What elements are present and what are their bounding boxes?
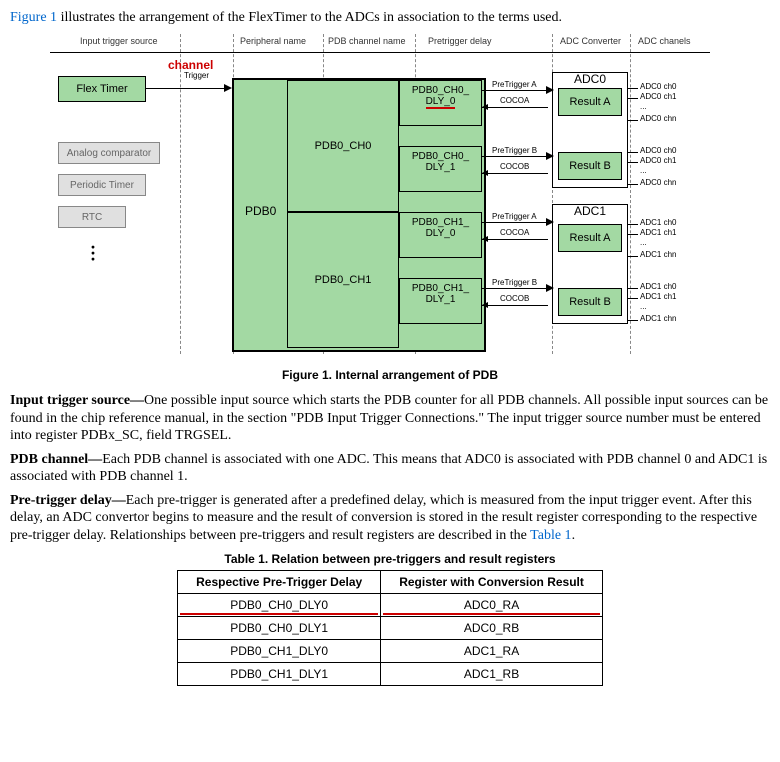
cell-r2c1: PDB0_CH0_DLY1 xyxy=(178,617,381,640)
pdb0-ch1-box: PDB0_CH1 xyxy=(287,212,399,348)
p2-text: Each PDB channel is associated with one … xyxy=(10,452,767,485)
dly-1-1-box: PDB0_CH1_ DLY_1 xyxy=(399,278,482,324)
dly01a: PDB0_CH0_ xyxy=(412,151,469,162)
intro-paragraph: Figure 1 illustrates the arrangement of … xyxy=(10,10,770,26)
cell-r3c1: PDB0_CH1_DLY0 xyxy=(178,640,381,663)
adc0-rb: Result B xyxy=(558,152,622,180)
p3-text-b: . xyxy=(572,528,576,543)
figure-link[interactable]: Figure 1 xyxy=(10,10,57,25)
flex-timer-box: Flex Timer xyxy=(58,76,146,102)
ptb-1: PreTrigger B xyxy=(492,278,537,287)
adc0-dots-a: ... xyxy=(640,102,647,111)
cocob-0: COCOB xyxy=(500,162,529,171)
cell-r3c2: ADC1_RA xyxy=(381,640,603,663)
table-row: PDB0_CH1_DLY1 ADC1_RB xyxy=(178,663,603,686)
adc1-chn-a: ADC1 chn xyxy=(640,250,676,259)
adc1-dots-a: ... xyxy=(640,238,647,247)
adc0-ch0-a: ADC0 ch0 xyxy=(640,82,676,91)
adc1-label: ADC1 xyxy=(574,204,606,218)
table-row: PDB0_CH0_DLY1 ADC0_RB xyxy=(178,617,603,640)
adc1-ra: Result A xyxy=(558,224,622,252)
pta-1: PreTrigger A xyxy=(492,212,537,221)
dly11b: DLY_1 xyxy=(426,294,456,305)
relation-table: Respective Pre-Trigger Delay Register wi… xyxy=(177,570,603,686)
adc0-ch1-a: ADC0 ch1 xyxy=(640,92,676,101)
paragraph-pretrigger: Pre-trigger delay—Each pre-trigger is ge… xyxy=(10,492,770,545)
paragraph-pdb-channel: PDB channel—Each PDB channel is associat… xyxy=(10,451,770,486)
intro-text: illustrates the arrangement of the FlexT… xyxy=(57,10,562,25)
hdr-pdb-channel: PDB channel name xyxy=(328,36,406,46)
table-1-caption: Table 1. Relation between pre-triggers a… xyxy=(10,552,770,566)
cell-r4c1: PDB0_CH1_DLY1 xyxy=(178,663,381,686)
th-register: Register with Conversion Result xyxy=(381,571,603,594)
dly01b: DLY_1 xyxy=(426,162,456,173)
hdr-adc-channels: ADC chanels xyxy=(638,36,691,46)
p1-bold: Input trigger source— xyxy=(10,393,144,408)
adc1-ch1-a: ADC1 ch1 xyxy=(640,228,676,237)
dly00a: PDB0_CH0_ xyxy=(412,85,469,96)
ptb-0: PreTrigger B xyxy=(492,146,537,155)
dly00b: DLY_0 xyxy=(426,96,456,109)
pta-0: PreTrigger A xyxy=(492,80,537,89)
dly-0-1-box: PDB0_CH0_ DLY_1 xyxy=(399,146,482,192)
dly-0-0-box: PDB0_CH0_ DLY_0 xyxy=(399,80,482,126)
periodic-timer-box: Periodic Timer xyxy=(58,174,146,196)
cocoa-0: COCOA xyxy=(500,96,529,105)
cell-r4c2: ADC1_RB xyxy=(381,663,603,686)
pdb0-label: PDB0 xyxy=(245,204,276,218)
hdr-peripheral: Peripheral name xyxy=(240,36,306,46)
table-header-row: Respective Pre-Trigger Delay Register wi… xyxy=(178,571,603,594)
table-row: PDB0_CH0_DLY0 ADC0_RA xyxy=(178,594,603,617)
adc1-rb: Result B xyxy=(558,288,622,316)
table-row: PDB0_CH1_DLY0 ADC1_RA xyxy=(178,640,603,663)
channel-label: channel xyxy=(168,58,213,72)
cell-r2c2: ADC0_RB xyxy=(381,617,603,640)
figure-1-caption: Figure 1. Internal arrangement of PDB xyxy=(10,368,770,382)
adc1-ch0-b: ADC1 ch0 xyxy=(640,282,676,291)
adc0-ra: Result A xyxy=(558,88,622,116)
adc1-chn-b: ADC1 chn xyxy=(640,314,676,323)
adc1-ch1-b: ADC1 ch1 xyxy=(640,292,676,301)
p2-bold: PDB channel— xyxy=(10,452,102,467)
paragraph-input-trigger: Input trigger source—One possible input … xyxy=(10,392,770,445)
rtc-box: RTC xyxy=(58,206,126,228)
cell-r1c1: PDB0_CH0_DLY0 xyxy=(178,594,381,617)
hdr-input-trigger: Input trigger source xyxy=(80,36,158,46)
p3-bold: Pre-trigger delay— xyxy=(10,493,126,508)
cell-r1c2: ADC0_RA xyxy=(381,594,603,617)
pdb0-ch0-box: PDB0_CH0 xyxy=(287,80,399,212)
hdr-pretrigger: Pretrigger delay xyxy=(428,36,492,46)
table-link[interactable]: Table 1 xyxy=(530,528,571,543)
input-dots: ··· xyxy=(90,244,96,262)
cocoa-1: COCOA xyxy=(500,228,529,237)
hdr-adc-conv: ADC Converter xyxy=(560,36,621,46)
figure-1-diagram: Input trigger source Peripheral name PDB… xyxy=(50,34,730,364)
dly-1-0-box: PDB0_CH1_ DLY_0 xyxy=(399,212,482,258)
adc0-chn-b: ADC0 chn xyxy=(640,178,676,187)
analog-comp-box: Analog comparator xyxy=(58,142,160,164)
adc0-ch0-b: ADC0 ch0 xyxy=(640,146,676,155)
adc0-dots-b: ... xyxy=(640,166,647,175)
trigger-label: Trigger xyxy=(184,71,209,80)
adc1-dots-b: ... xyxy=(640,302,647,311)
adc0-label: ADC0 xyxy=(574,72,606,86)
dly10a: PDB0_CH1_ xyxy=(412,217,469,228)
adc0-chn-a: ADC0 chn xyxy=(640,114,676,123)
adc1-ch0-a: ADC1 ch0 xyxy=(640,218,676,227)
th-pretrigger: Respective Pre-Trigger Delay xyxy=(178,571,381,594)
dly11a: PDB0_CH1_ xyxy=(412,283,469,294)
adc0-ch1-b: ADC0 ch1 xyxy=(640,156,676,165)
dly10b: DLY_0 xyxy=(426,228,456,239)
cocob-1: COCOB xyxy=(500,294,529,303)
